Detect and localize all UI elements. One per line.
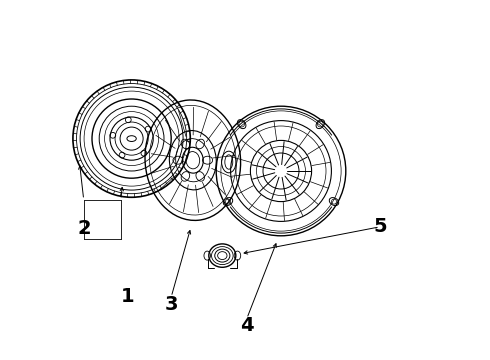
Text: 5: 5 xyxy=(373,217,387,236)
Text: 3: 3 xyxy=(165,295,178,314)
Text: 1: 1 xyxy=(121,288,135,306)
Text: 2: 2 xyxy=(78,219,92,238)
Text: 4: 4 xyxy=(240,316,254,335)
